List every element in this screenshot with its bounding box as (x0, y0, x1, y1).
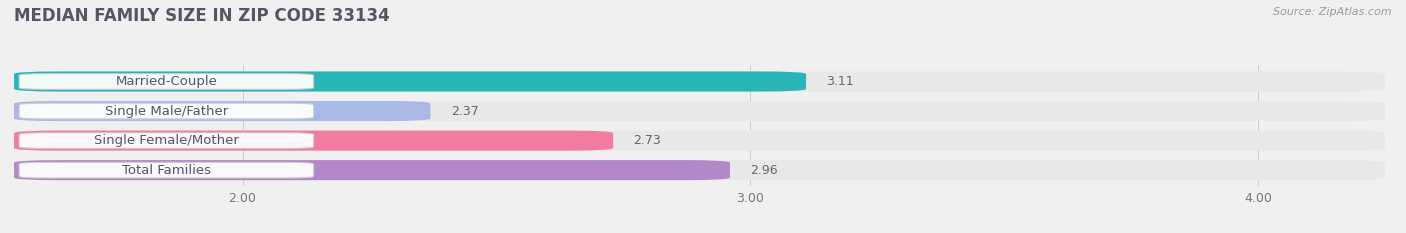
FancyBboxPatch shape (14, 130, 613, 151)
Text: Total Families: Total Families (122, 164, 211, 177)
FancyBboxPatch shape (14, 101, 1385, 121)
FancyBboxPatch shape (20, 133, 314, 148)
Text: Married-Couple: Married-Couple (115, 75, 218, 88)
FancyBboxPatch shape (14, 72, 806, 92)
Text: 2.73: 2.73 (634, 134, 661, 147)
FancyBboxPatch shape (20, 74, 314, 89)
Text: MEDIAN FAMILY SIZE IN ZIP CODE 33134: MEDIAN FAMILY SIZE IN ZIP CODE 33134 (14, 7, 389, 25)
FancyBboxPatch shape (14, 72, 1385, 92)
Text: 2.37: 2.37 (451, 105, 478, 117)
FancyBboxPatch shape (20, 162, 314, 178)
FancyBboxPatch shape (14, 160, 1385, 180)
FancyBboxPatch shape (14, 101, 430, 121)
Text: Single Male/Father: Single Male/Father (105, 105, 228, 117)
FancyBboxPatch shape (14, 130, 1385, 151)
FancyBboxPatch shape (20, 103, 314, 119)
FancyBboxPatch shape (14, 160, 730, 180)
Text: 3.11: 3.11 (827, 75, 853, 88)
Text: Single Female/Mother: Single Female/Mother (94, 134, 239, 147)
Text: 2.96: 2.96 (751, 164, 778, 177)
Text: Source: ZipAtlas.com: Source: ZipAtlas.com (1274, 7, 1392, 17)
